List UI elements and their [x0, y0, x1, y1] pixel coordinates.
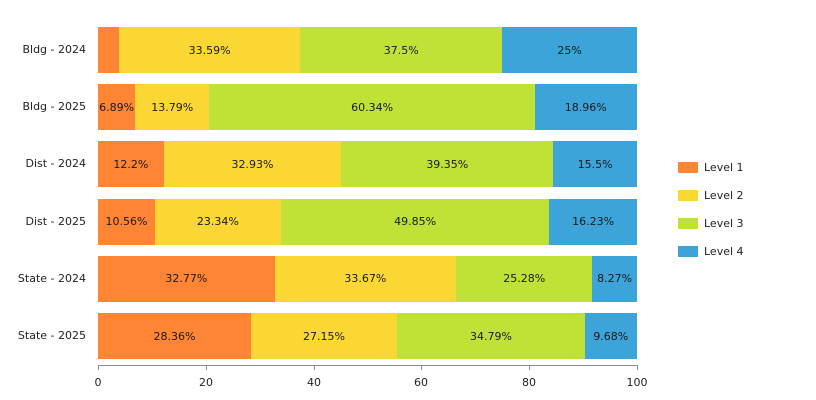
bar-segment-level-4[interactable]: 15.5% [553, 141, 637, 188]
legend-label: Level 2 [704, 188, 744, 202]
bar-segment-level-3[interactable]: 39.35% [341, 141, 554, 188]
legend-swatch-icon [678, 245, 698, 257]
bar-segment-level-4[interactable]: 16.23% [549, 198, 637, 245]
bar-segment-level-2[interactable]: 33.59% [119, 27, 301, 73]
bar-segment-level-3[interactable]: 34.79% [397, 313, 585, 359]
legend-swatch-icon [678, 161, 698, 173]
legend-swatch-icon [678, 189, 698, 201]
bar-row: 28.36% 27.15% 34.79% 9.68% [98, 313, 637, 359]
bar-segment-level-1[interactable]: 28.36% [98, 313, 251, 359]
data-label: 10.56% [105, 215, 148, 229]
legend-item-level-3[interactable]: Level 3 [678, 209, 744, 237]
data-label: 8.27% [597, 272, 633, 286]
x-tick-label: 60 [414, 376, 428, 389]
category-label: State - 2025 [17, 329, 86, 342]
bar-segment-level-2[interactable]: 23.34% [154, 198, 281, 245]
bar-segment-level-3[interactable]: 25.28% [456, 255, 593, 302]
x-tick [529, 365, 530, 370]
x-tick-label: 20 [199, 376, 213, 389]
data-label: 16.23% [572, 215, 615, 229]
data-label: 15.5% [577, 157, 613, 171]
data-label: 9.68% [593, 329, 629, 343]
bar-segment-level-4[interactable]: 8.27% [592, 255, 637, 302]
data-label: 60.34% [351, 100, 394, 114]
bar-segment-level-1[interactable]: 6.89% [98, 84, 136, 131]
category-label: Bldg - 2025 [22, 100, 86, 114]
x-axis-line [98, 365, 638, 366]
x-tick [314, 365, 315, 370]
data-label: 6.89% [99, 100, 135, 114]
x-tick [206, 365, 207, 370]
data-label: 37.5% [383, 43, 419, 57]
data-label: 34.79% [469, 329, 512, 343]
data-label: 32.77% [165, 272, 208, 286]
legend-swatch-icon [678, 217, 698, 229]
data-label: 39.35% [426, 157, 469, 171]
x-tick [98, 365, 99, 370]
data-label: 33.59% [188, 43, 231, 57]
category-label: Bldg - 2024 [22, 43, 86, 56]
x-tick [421, 365, 422, 370]
data-label: 25.28% [503, 272, 546, 286]
bar-segment-level-4[interactable]: 25% [502, 27, 637, 73]
legend-label: Level 4 [704, 244, 744, 258]
category-label: Dist - 2024 [25, 157, 86, 171]
legend: Level 1 Level 2 Level 3 Level 4 [678, 153, 744, 265]
category-label: State - 2024 [17, 271, 86, 285]
bar-row: 12.2% 32.93% 39.35% 15.5% [98, 141, 637, 188]
bar-segment-level-2[interactable]: 32.93% [163, 141, 342, 188]
x-tick-label: 0 [94, 376, 102, 389]
bar-segment-level-3[interactable]: 49.85% [280, 198, 550, 245]
bar-segment-level-2[interactable]: 27.15% [250, 313, 398, 359]
legend-item-level-4[interactable]: Level 4 [678, 237, 744, 265]
data-label: 13.79% [151, 100, 194, 114]
data-label: 49.85% [394, 215, 437, 229]
x-tick-label: 100 [626, 376, 648, 389]
bar-segment-level-2[interactable]: 33.67% [274, 255, 457, 302]
data-label: 25% [557, 43, 582, 57]
bar-row: 6.89% 13.79% 60.34% 18.96% [98, 84, 637, 131]
bar-segment-level-4[interactable]: 9.68% [584, 313, 637, 359]
bar-segment-level-1[interactable]: 10.56% [98, 198, 155, 245]
bar-segment-level-3[interactable]: 37.5% [300, 27, 503, 73]
bar-row: 32.77% 33.67% 25.28% 8.27% [98, 255, 637, 302]
bar-segment-level-3[interactable]: 60.34% [209, 84, 535, 131]
data-label: 18.96% [564, 100, 607, 114]
bar-segment-level-4[interactable]: 18.96% [534, 84, 637, 131]
data-label: 23.34% [196, 215, 239, 229]
bar-segment-level-1[interactable]: 12.2% [98, 141, 164, 188]
legend-label: Level 1 [704, 160, 744, 174]
bar-row: 33.59% 37.5% 25% [98, 27, 637, 73]
data-label: 27.15% [303, 329, 345, 343]
bar-row: 10.56% 23.34% 49.85% 16.23% [98, 198, 637, 245]
x-tick [637, 365, 638, 370]
bar-segment-level-1[interactable] [98, 27, 120, 73]
x-tick-label: 80 [522, 376, 536, 389]
legend-item-level-1[interactable]: Level 1 [678, 153, 744, 181]
bar-segment-level-2[interactable]: 13.79% [135, 84, 210, 131]
legend-label: Level 3 [704, 216, 744, 230]
legend-item-level-2[interactable]: Level 2 [678, 181, 744, 209]
bar-segment-level-1[interactable]: 32.77% [98, 255, 275, 302]
data-label: 33.67% [344, 272, 387, 286]
data-label: 32.93% [231, 157, 274, 171]
x-tick-label: 40 [307, 376, 321, 389]
data-label: 28.36% [153, 329, 196, 343]
category-label: Dist - 2025 [25, 214, 86, 228]
data-label: 12.2% [113, 157, 149, 171]
